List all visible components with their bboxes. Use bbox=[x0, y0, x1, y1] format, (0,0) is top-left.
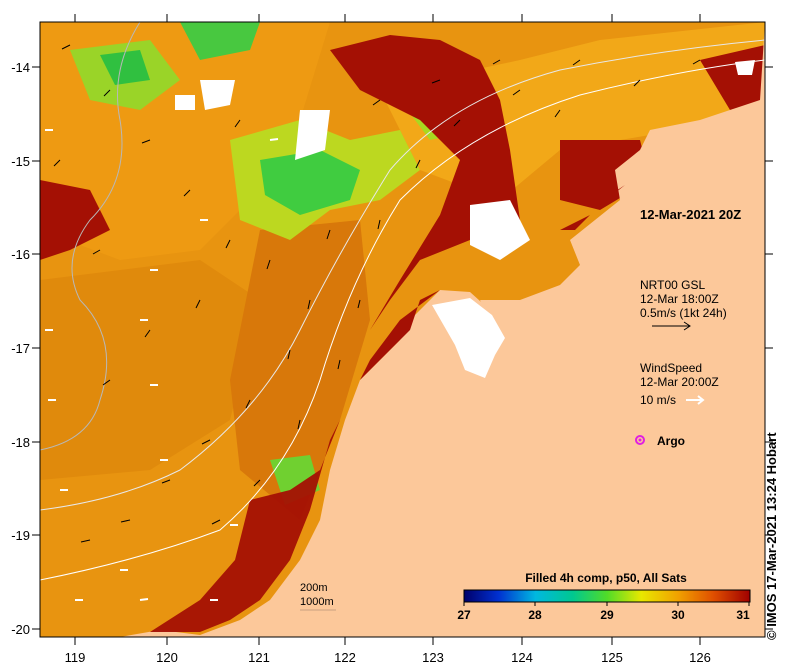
wind-time: 12-Mar 20:00Z bbox=[640, 375, 719, 389]
argo-float-icon bbox=[635, 435, 645, 445]
lon-tick-label: 125 bbox=[601, 650, 623, 665]
currents-scale: 0.5m/s (1kt 24h) bbox=[640, 306, 727, 320]
currents-scale-arrow-icon bbox=[652, 321, 691, 331]
lat-tick-label: -17 bbox=[11, 341, 30, 356]
colorbar-tick-label: 30 bbox=[671, 608, 685, 622]
lon-tick-label: 119 bbox=[65, 650, 86, 665]
lat-tick-label: -19 bbox=[11, 528, 30, 543]
isobath-200-label: 200m bbox=[300, 582, 328, 594]
currents-time: 12-Mar 18:00Z bbox=[640, 292, 719, 306]
lon-tick-label: 121 bbox=[248, 650, 270, 665]
colorbar-tick-label: 29 bbox=[600, 608, 614, 622]
colorbar-tick-label: 27 bbox=[457, 608, 471, 622]
colorbar-tick-label: 28 bbox=[528, 608, 542, 622]
lon-tick-label: 120 bbox=[156, 650, 178, 665]
sst-field bbox=[40, 22, 765, 637]
lat-tick-label: -16 bbox=[11, 247, 30, 262]
colorbar-title: Filled 4h comp, p50, All Sats bbox=[525, 571, 687, 585]
currents-source: NRT00 GSL bbox=[640, 278, 705, 292]
colorbar-tick-label: 31 bbox=[736, 608, 750, 622]
credit-label: © IMOS 17-Mar-2021 13:24 Hobart bbox=[764, 432, 779, 640]
lon-tick-label: 124 bbox=[511, 650, 533, 665]
colorbar bbox=[463, 589, 751, 603]
wind-scale: 10 m/s bbox=[640, 393, 676, 407]
wind-title: WindSpeed bbox=[640, 361, 702, 375]
lat-tick-label: -18 bbox=[11, 435, 30, 450]
lat-tick-label: -20 bbox=[11, 622, 30, 637]
lat-tick-label: -14 bbox=[11, 60, 30, 75]
lon-tick-label: 123 bbox=[422, 650, 444, 665]
argo-label: Argo bbox=[657, 434, 685, 448]
lon-tick-label: 126 bbox=[689, 650, 711, 665]
lat-tick-label: -15 bbox=[11, 154, 30, 169]
isobath-1000-label: 1000m bbox=[300, 596, 334, 608]
wind-scale-arrow-icon bbox=[686, 395, 705, 405]
date-label: 12-Mar-2021 20Z bbox=[640, 207, 741, 222]
lon-tick-label: 122 bbox=[334, 650, 356, 665]
land-mass bbox=[120, 22, 765, 637]
